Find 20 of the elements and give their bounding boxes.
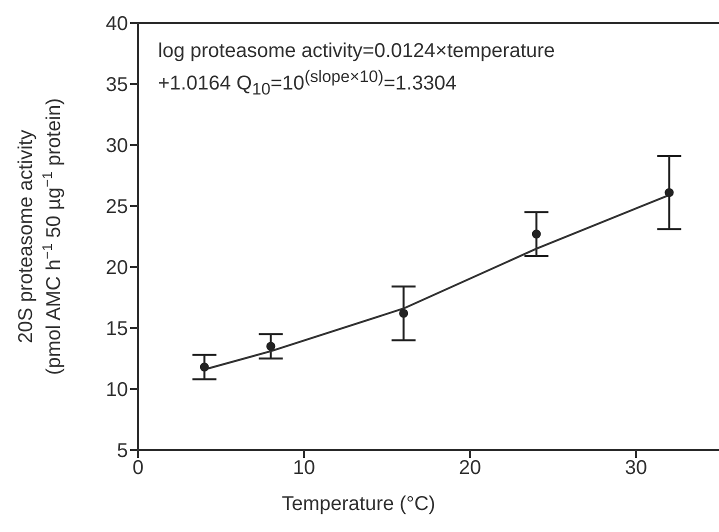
point <box>200 362 209 372</box>
point <box>399 308 408 318</box>
x-tick-label: 0 <box>132 457 144 480</box>
y-tick-label: 15 <box>106 318 128 340</box>
y-tick-label: 30 <box>106 135 128 158</box>
point <box>664 188 674 198</box>
annotation: +1.0164 Q$_{10}$=10$^{(slope×10)}$=1.3304 <box>158 66 458 101</box>
point <box>532 230 541 239</box>
annotation: log proteasome activity=0.0124×temperature <box>158 39 555 64</box>
y-tick-label: 5 <box>116 440 128 462</box>
point <box>266 342 276 351</box>
x-tick-label: 10 <box>292 457 316 480</box>
y-tick-label: 10 <box>106 379 128 402</box>
y-tick-label: 40 <box>106 13 128 36</box>
y-tick-label: 35 <box>106 74 128 96</box>
y-tick-label: 20 <box>106 257 128 280</box>
y-tick-label: 25 <box>106 196 128 218</box>
x-tick-label: 20 <box>458 457 482 480</box>
x-tick-label: 30 <box>624 457 648 480</box>
x-axis-title: Temperature (°C) <box>282 493 436 515</box>
